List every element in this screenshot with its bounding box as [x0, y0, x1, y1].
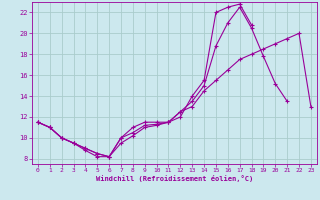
X-axis label: Windchill (Refroidissement éolien,°C): Windchill (Refroidissement éolien,°C) [96, 175, 253, 182]
